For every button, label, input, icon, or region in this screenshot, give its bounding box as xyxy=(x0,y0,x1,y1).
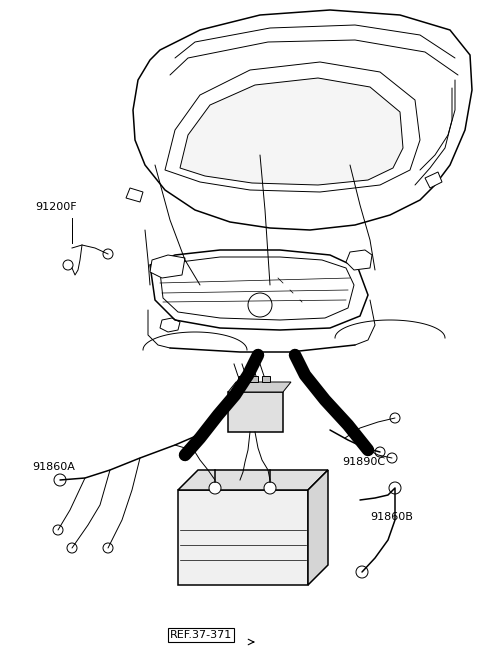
Bar xyxy=(238,376,246,382)
Circle shape xyxy=(55,475,65,485)
Circle shape xyxy=(54,474,66,486)
Circle shape xyxy=(209,482,221,494)
Text: 91890C: 91890C xyxy=(342,457,385,467)
Polygon shape xyxy=(133,10,472,230)
Polygon shape xyxy=(150,250,368,330)
Polygon shape xyxy=(126,188,143,202)
Bar xyxy=(178,490,308,585)
Polygon shape xyxy=(228,382,291,392)
Polygon shape xyxy=(150,255,185,278)
Circle shape xyxy=(389,482,401,494)
Polygon shape xyxy=(425,172,442,188)
Polygon shape xyxy=(308,470,328,585)
Circle shape xyxy=(67,543,77,553)
Circle shape xyxy=(264,482,276,494)
Polygon shape xyxy=(346,250,372,270)
Polygon shape xyxy=(165,62,420,192)
Text: 91200F: 91200F xyxy=(35,202,77,212)
Text: 91860B: 91860B xyxy=(370,512,413,522)
Polygon shape xyxy=(178,470,328,490)
Circle shape xyxy=(103,543,113,553)
Bar xyxy=(228,392,283,432)
Circle shape xyxy=(356,566,368,578)
Polygon shape xyxy=(180,78,403,185)
Bar xyxy=(250,376,258,382)
Circle shape xyxy=(53,525,63,535)
Circle shape xyxy=(103,249,113,259)
Circle shape xyxy=(387,453,397,463)
Circle shape xyxy=(375,447,385,457)
Bar xyxy=(262,376,270,382)
Circle shape xyxy=(390,413,400,423)
Text: 91860A: 91860A xyxy=(32,462,75,472)
Text: REF.37-371: REF.37-371 xyxy=(170,630,232,640)
Circle shape xyxy=(63,260,73,270)
